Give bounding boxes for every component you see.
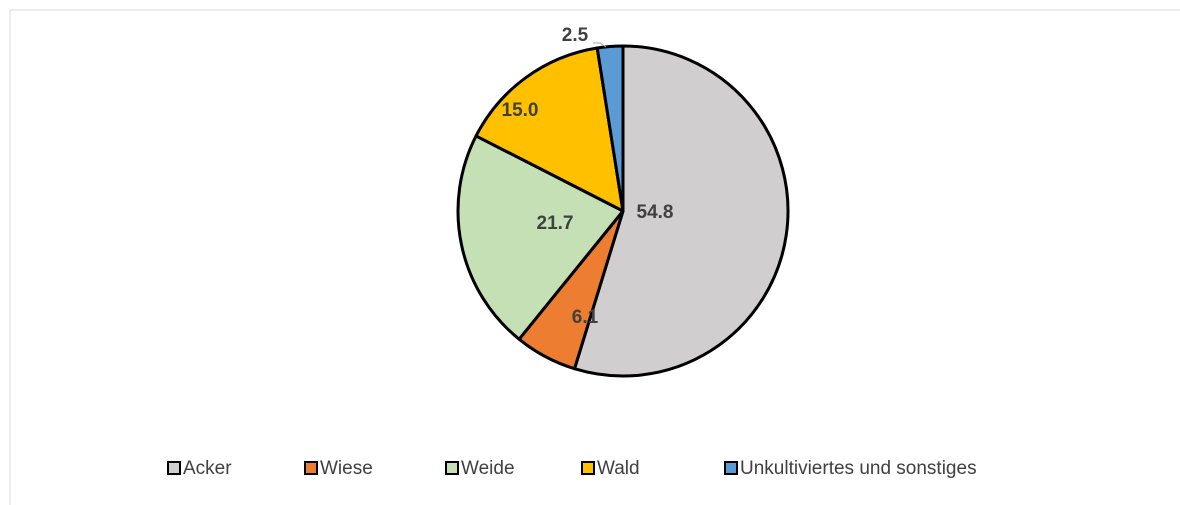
legend-swatch [581,461,595,475]
data-label: 15.0 [502,100,539,121]
legend-label: Acker [183,458,232,479]
pie-slice [474,46,625,213]
data-label: 21.7 [537,213,574,234]
legend-label: Unkultiviertes und sonstiges [740,458,977,479]
legend-swatch [167,461,181,475]
data-label: 2.5 [562,25,589,46]
data-label: 54.8 [637,202,674,223]
legend-label: Wald [597,458,640,479]
leader-line [593,42,607,48]
legend-swatch [304,461,318,475]
pie-slice [595,44,625,213]
chart-frame [9,9,1180,505]
legend-swatch [445,461,459,475]
data-label: 6.1 [572,307,599,328]
pie-slice [573,44,790,378]
legend-label: Wiese [320,458,373,479]
legend-label: Weide [461,458,515,479]
pie-slice [456,134,625,341]
legend-swatch [724,461,738,475]
